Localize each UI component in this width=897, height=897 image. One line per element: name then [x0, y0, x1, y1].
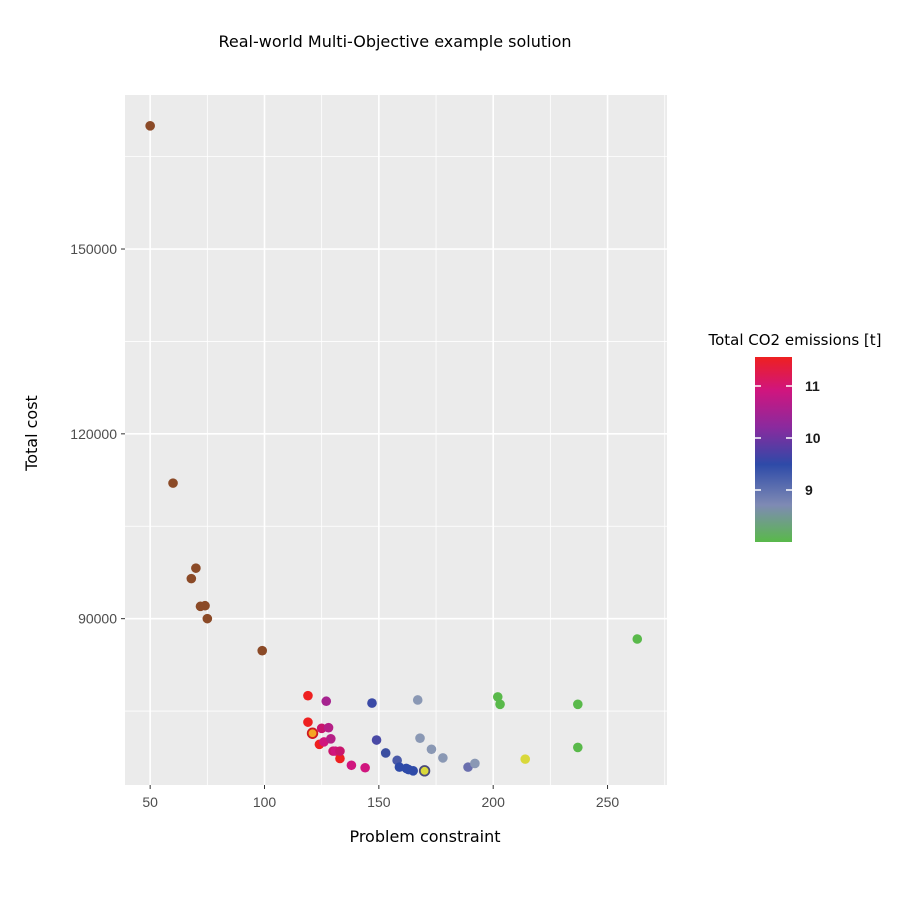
x-tick-label: 150 — [367, 794, 391, 810]
chart-title: Real-world Multi-Objective example solut… — [219, 32, 572, 51]
data-point — [367, 698, 377, 708]
data-point — [360, 762, 370, 773]
data-point — [326, 733, 336, 744]
grid-lines — [125, 95, 667, 785]
data-point — [200, 600, 210, 611]
data-point — [371, 735, 382, 745]
data-point — [202, 613, 213, 624]
data-point — [335, 746, 345, 756]
y-tick-label: 150000 — [70, 241, 117, 257]
data-point — [520, 754, 531, 764]
data-point — [186, 573, 197, 584]
data-point — [168, 478, 178, 488]
data-point — [303, 717, 313, 727]
data-point — [191, 563, 201, 573]
data-point — [335, 753, 345, 764]
data-point — [408, 766, 418, 776]
data-point — [573, 699, 583, 710]
colorbar-tick-label: 11 — [805, 378, 820, 394]
data-point — [418, 765, 431, 777]
data-points — [145, 121, 643, 777]
x-tick-label: 50 — [142, 794, 158, 810]
x-tick-label: 100 — [253, 794, 277, 810]
data-point — [145, 121, 155, 131]
data-point — [632, 634, 643, 644]
y-tick-label: 90000 — [78, 611, 117, 627]
data-point — [306, 727, 319, 739]
x-tick-label: 200 — [482, 794, 506, 810]
x-axis-title: Problem constraint — [349, 827, 500, 846]
data-point — [321, 696, 332, 707]
colorbar-tick-label: 9 — [805, 482, 813, 498]
data-point — [346, 760, 357, 771]
data-point — [495, 699, 505, 710]
x-tick-label: 250 — [596, 794, 620, 810]
legend-title: Total CO2 emissions [t] — [707, 331, 881, 349]
data-point — [470, 758, 480, 769]
y-axis-title: Total cost — [22, 395, 41, 472]
data-point — [257, 645, 268, 656]
data-point — [415, 733, 425, 743]
x-axis-ticks: 50 100 150 200 250 — [142, 785, 619, 810]
colorbar — [755, 357, 792, 542]
data-point — [323, 722, 334, 733]
colorbar-legend: Total CO2 emissions [t] 11 10 9 — [707, 331, 882, 542]
data-point — [380, 748, 391, 758]
data-point — [438, 753, 448, 763]
data-point — [303, 690, 313, 701]
colorbar-tick-label: 10 — [805, 430, 821, 446]
data-point — [492, 692, 503, 702]
y-tick-label: 120000 — [70, 426, 117, 442]
data-point — [573, 742, 583, 753]
plot-panel — [125, 95, 667, 785]
data-point — [316, 723, 327, 734]
y-axis-ticks: 90000 120000 150000 — [70, 241, 125, 627]
data-point — [426, 744, 437, 755]
data-point — [412, 695, 423, 705]
